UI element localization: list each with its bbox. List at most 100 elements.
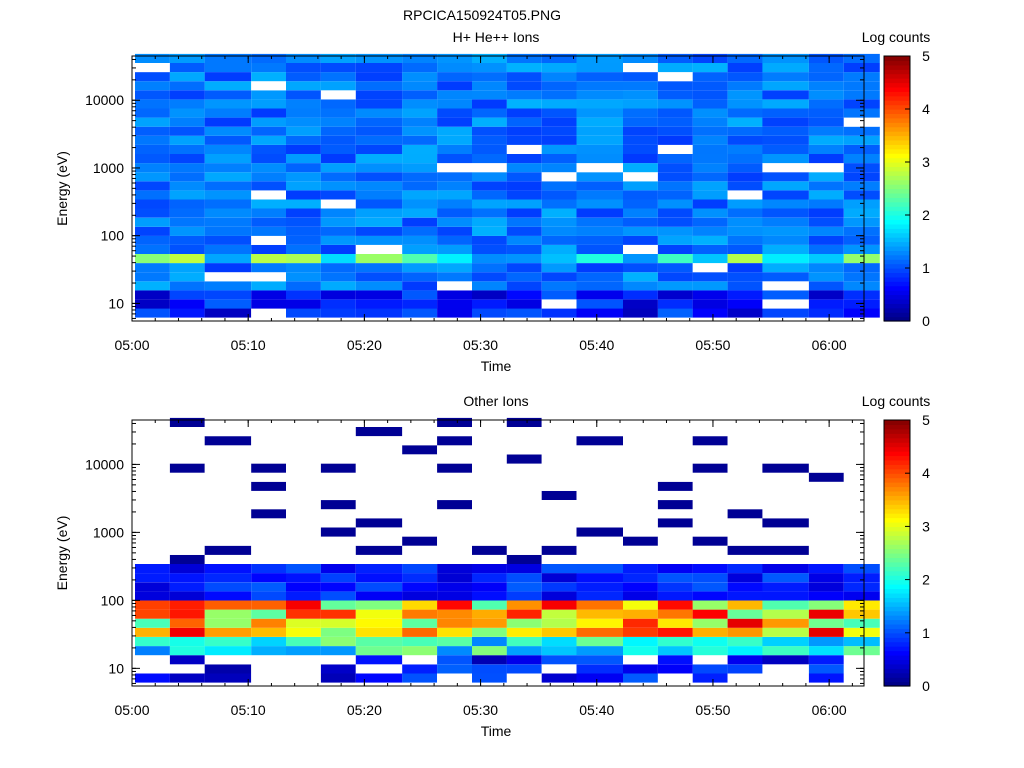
heatmap-cell [251, 637, 287, 647]
x-tick-label: 05:50 [695, 337, 730, 353]
heatmap-cell [472, 445, 507, 455]
x-tick-label: 05:20 [347, 337, 382, 353]
heatmap-cell [843, 417, 880, 427]
heatmap-cell [402, 235, 438, 245]
heatmap-cell [472, 226, 507, 236]
heatmap-cell [320, 272, 356, 282]
heatmap-cell [355, 244, 403, 254]
heatmap-cell [692, 545, 728, 555]
heatmap-cell [843, 490, 880, 500]
heatmap-cell [506, 509, 542, 519]
colorbar-step [884, 82, 910, 88]
heatmap-cell [204, 299, 252, 309]
heatmap-cell [355, 135, 403, 145]
heatmap-cell [135, 582, 170, 592]
heatmap-cell [657, 272, 693, 282]
heatmap-cell [472, 254, 507, 264]
heatmap-cell [692, 154, 728, 164]
colorbar-step [884, 100, 910, 106]
heatmap-cell [286, 600, 321, 610]
heatmap-cell [402, 564, 438, 574]
colorbar-step [884, 276, 910, 282]
heatmap-cell [355, 154, 403, 164]
heatmap-cell [541, 208, 577, 218]
heatmap-cell [727, 500, 763, 510]
heatmap-cell [320, 199, 356, 209]
heatmap-cell [623, 53, 658, 63]
y-tick-label: 10000 [85, 92, 124, 108]
heatmap-cell [623, 281, 658, 291]
heatmap-cell [437, 509, 472, 519]
heatmap-cell [843, 72, 880, 82]
colorbar-step [884, 206, 910, 212]
heatmap-cell [169, 481, 205, 491]
heatmap-cell [251, 72, 287, 82]
heatmap-cell [506, 72, 542, 82]
heatmap-cell [169, 545, 205, 555]
heatmap-cell [506, 281, 542, 291]
heatmap-cell [657, 500, 693, 510]
heatmap-cell [727, 582, 763, 592]
y-axis-label: Energy (eV) [54, 516, 70, 591]
heatmap-cell [437, 163, 472, 173]
heatmap-cell [541, 217, 577, 227]
heatmap-cell [437, 564, 472, 574]
heatmap-cell [286, 226, 321, 236]
heatmap-cell [657, 646, 693, 656]
heatmap-cell [251, 627, 287, 637]
colorbar-tick-label: 0 [922, 678, 930, 694]
colorbar-step [884, 210, 910, 216]
heatmap-cell [506, 445, 542, 455]
heatmap-cell [541, 637, 577, 647]
colorbar-step [884, 499, 910, 505]
heatmap-cell [762, 154, 809, 164]
heatmap-cell [506, 53, 542, 63]
colorbar-step [884, 420, 910, 426]
heatmap-cell [541, 554, 577, 564]
heatmap-cell [169, 172, 205, 182]
colorbar-step [884, 530, 910, 536]
colorbar-step [884, 192, 910, 198]
x-tick-label: 05:40 [579, 337, 614, 353]
heatmap-cell [541, 500, 577, 510]
colorbar-step [884, 179, 910, 185]
heatmap-cell [320, 81, 356, 91]
heatmap-cell [320, 417, 356, 427]
heatmap-cell [135, 144, 170, 154]
heatmap-cell [286, 308, 321, 318]
colorbar-step [884, 473, 910, 479]
heatmap-cell [169, 308, 205, 318]
heatmap-cell [506, 254, 542, 264]
heatmap-cell [506, 427, 542, 437]
colorbar-step [884, 575, 910, 581]
heatmap-cell [576, 99, 623, 109]
heatmap-cell [657, 290, 693, 300]
heatmap-cell [808, 281, 844, 291]
heatmap-cell [169, 600, 205, 610]
heatmap-cell [541, 263, 577, 273]
heatmap-cell [576, 190, 623, 200]
heatmap-cell [727, 591, 763, 601]
heatmap-cell [169, 627, 205, 637]
x-tick-label: 05:10 [231, 702, 266, 718]
heatmap-cell [692, 509, 728, 519]
heatmap-cell [808, 53, 844, 63]
heatmap-cell [286, 500, 321, 510]
heatmap-cell [657, 509, 693, 519]
heatmap-cell [286, 536, 321, 546]
heatmap-cell [727, 272, 763, 282]
heatmap-cell [657, 263, 693, 273]
heatmap-cell [727, 436, 763, 446]
heatmap-cell [402, 490, 438, 500]
heatmap-cell [169, 417, 205, 427]
heatmap-cell [320, 655, 356, 665]
heatmap-cell [437, 272, 472, 282]
heatmap-cell [204, 627, 252, 637]
heatmap-cell [320, 235, 356, 245]
heatmap-cell [576, 646, 623, 656]
colorbar-step [884, 517, 910, 523]
heatmap-cell [472, 244, 507, 254]
colorbar-frame [883, 55, 911, 322]
heatmap-cell [808, 673, 844, 683]
colorbar-step [884, 592, 910, 598]
